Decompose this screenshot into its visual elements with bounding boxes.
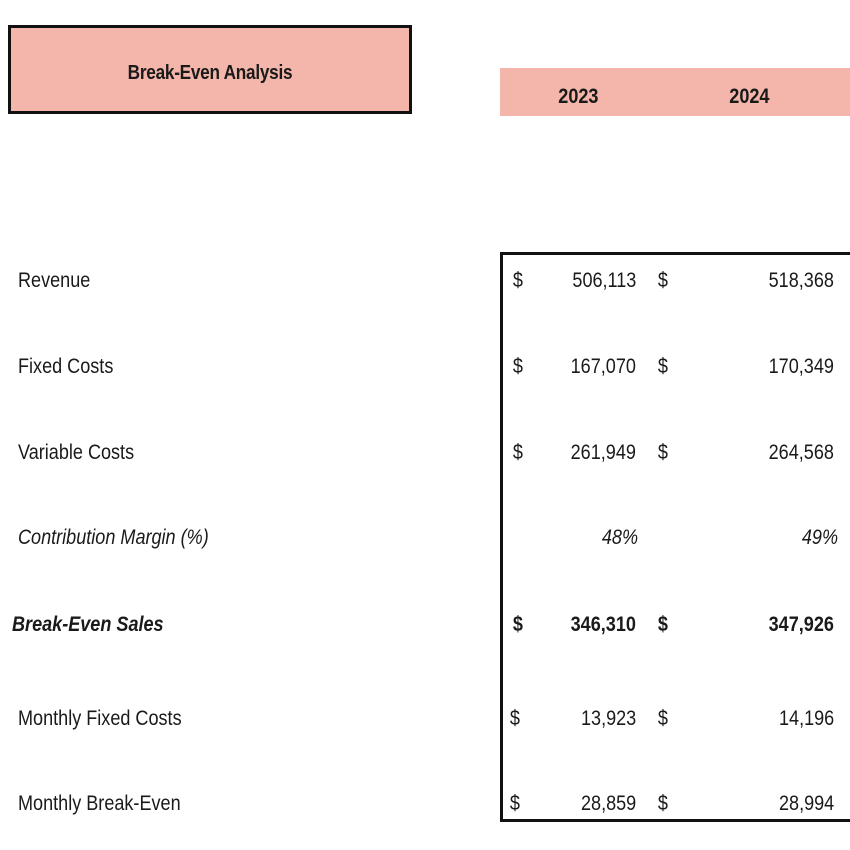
currency-symbol: $ <box>509 707 520 730</box>
data-box-border <box>500 252 850 822</box>
currency-symbol: $ <box>657 792 668 815</box>
year-header: 2023 2024 <box>500 68 850 116</box>
currency-symbol: $ <box>657 355 668 378</box>
currency-symbol: $ <box>657 269 668 292</box>
value-2023: 506,113 <box>572 269 636 292</box>
row-label: Revenue <box>18 269 91 292</box>
currency-symbol: $ <box>509 792 520 815</box>
value-2023: 48% <box>601 526 638 549</box>
table-row-contribution-margin: Contribution Margin (%) 48% 49% <box>0 516 850 556</box>
value-2023: 167,070 <box>570 355 636 378</box>
value-2024: 518,368 <box>768 269 834 292</box>
value-2024: 347,926 <box>768 613 834 636</box>
row-label: Fixed Costs <box>18 355 114 378</box>
row-label: Monthly Break-Even <box>18 792 181 815</box>
currency-symbol: $ <box>512 613 523 636</box>
value-2024: 49% <box>801 526 838 549</box>
table-row-fixed-costs: Fixed Costs $ 167,070 $ 170,349 <box>0 345 850 385</box>
value-2024: 28,994 <box>778 792 834 815</box>
currency-symbol: $ <box>512 355 523 378</box>
row-label: Break-Even Sales <box>12 613 164 636</box>
page-title: Break-Even Analysis <box>127 62 293 84</box>
title-box: Break-Even Analysis <box>8 25 412 114</box>
table-row-monthly-break-even: Monthly Break-Even $ 28,859 $ 28,994 <box>0 782 850 822</box>
currency-symbol: $ <box>512 441 523 464</box>
row-label: Contribution Margin (%) <box>18 526 209 549</box>
year-2023-header: 2023 <box>558 85 599 108</box>
table-row-revenue: Revenue $ 506,113 $ 518,368 <box>0 259 850 299</box>
row-label: Variable Costs <box>18 441 135 464</box>
value-2024: 170,349 <box>768 355 834 378</box>
currency-symbol: $ <box>657 441 668 464</box>
table-row-monthly-fixed-costs: Monthly Fixed Costs $ 13,923 $ 14,196 <box>0 697 850 737</box>
currency-symbol: $ <box>657 707 668 730</box>
value-2023: 346,310 <box>570 613 636 636</box>
value-2023: 28,859 <box>580 792 636 815</box>
year-2024-header: 2024 <box>729 85 770 108</box>
row-label: Monthly Fixed Costs <box>18 707 182 730</box>
table-row-variable-costs: Variable Costs $ 261,949 $ 264,568 <box>0 431 850 471</box>
currency-symbol: $ <box>657 613 668 636</box>
value-2024: 264,568 <box>768 441 834 464</box>
value-2023: 261,949 <box>570 441 636 464</box>
currency-symbol: $ <box>512 269 523 292</box>
value-2023: 13,923 <box>580 707 636 730</box>
value-2024: 14,196 <box>778 707 834 730</box>
table-row-break-even-sales: Break-Even Sales $ 346,310 $ 347,926 <box>0 603 850 643</box>
